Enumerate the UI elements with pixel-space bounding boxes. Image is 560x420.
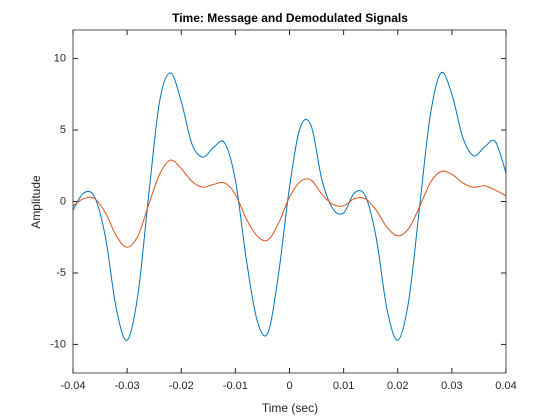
x-tick-label: -0.01 [223,380,248,392]
y-tick-label: 10 [54,52,66,64]
x-tick-label: 0.03 [441,380,462,392]
x-tick-label: -0.02 [169,380,194,392]
y-tick-label: -10 [50,338,66,350]
y-tick-label: 0 [60,195,66,207]
x-axis-label: Time (sec) [262,401,318,415]
series-line [73,159,506,248]
x-tick-label: -0.04 [60,380,85,392]
plot-frame [72,29,507,374]
y-tick-label: 5 [60,124,66,136]
y-tick-label: -5 [56,267,66,279]
x-tick-label: 0.01 [333,380,354,392]
x-tick-label: 0.04 [495,380,516,392]
x-tick-label: 0 [286,380,292,392]
chart-title: Time: Message and Demodulated Signals [172,11,408,25]
x-tick-label: -0.03 [115,380,140,392]
x-tick-label: 0.02 [387,380,408,392]
y-axis-label: Amplitude [29,175,43,229]
series-line [73,71,506,341]
